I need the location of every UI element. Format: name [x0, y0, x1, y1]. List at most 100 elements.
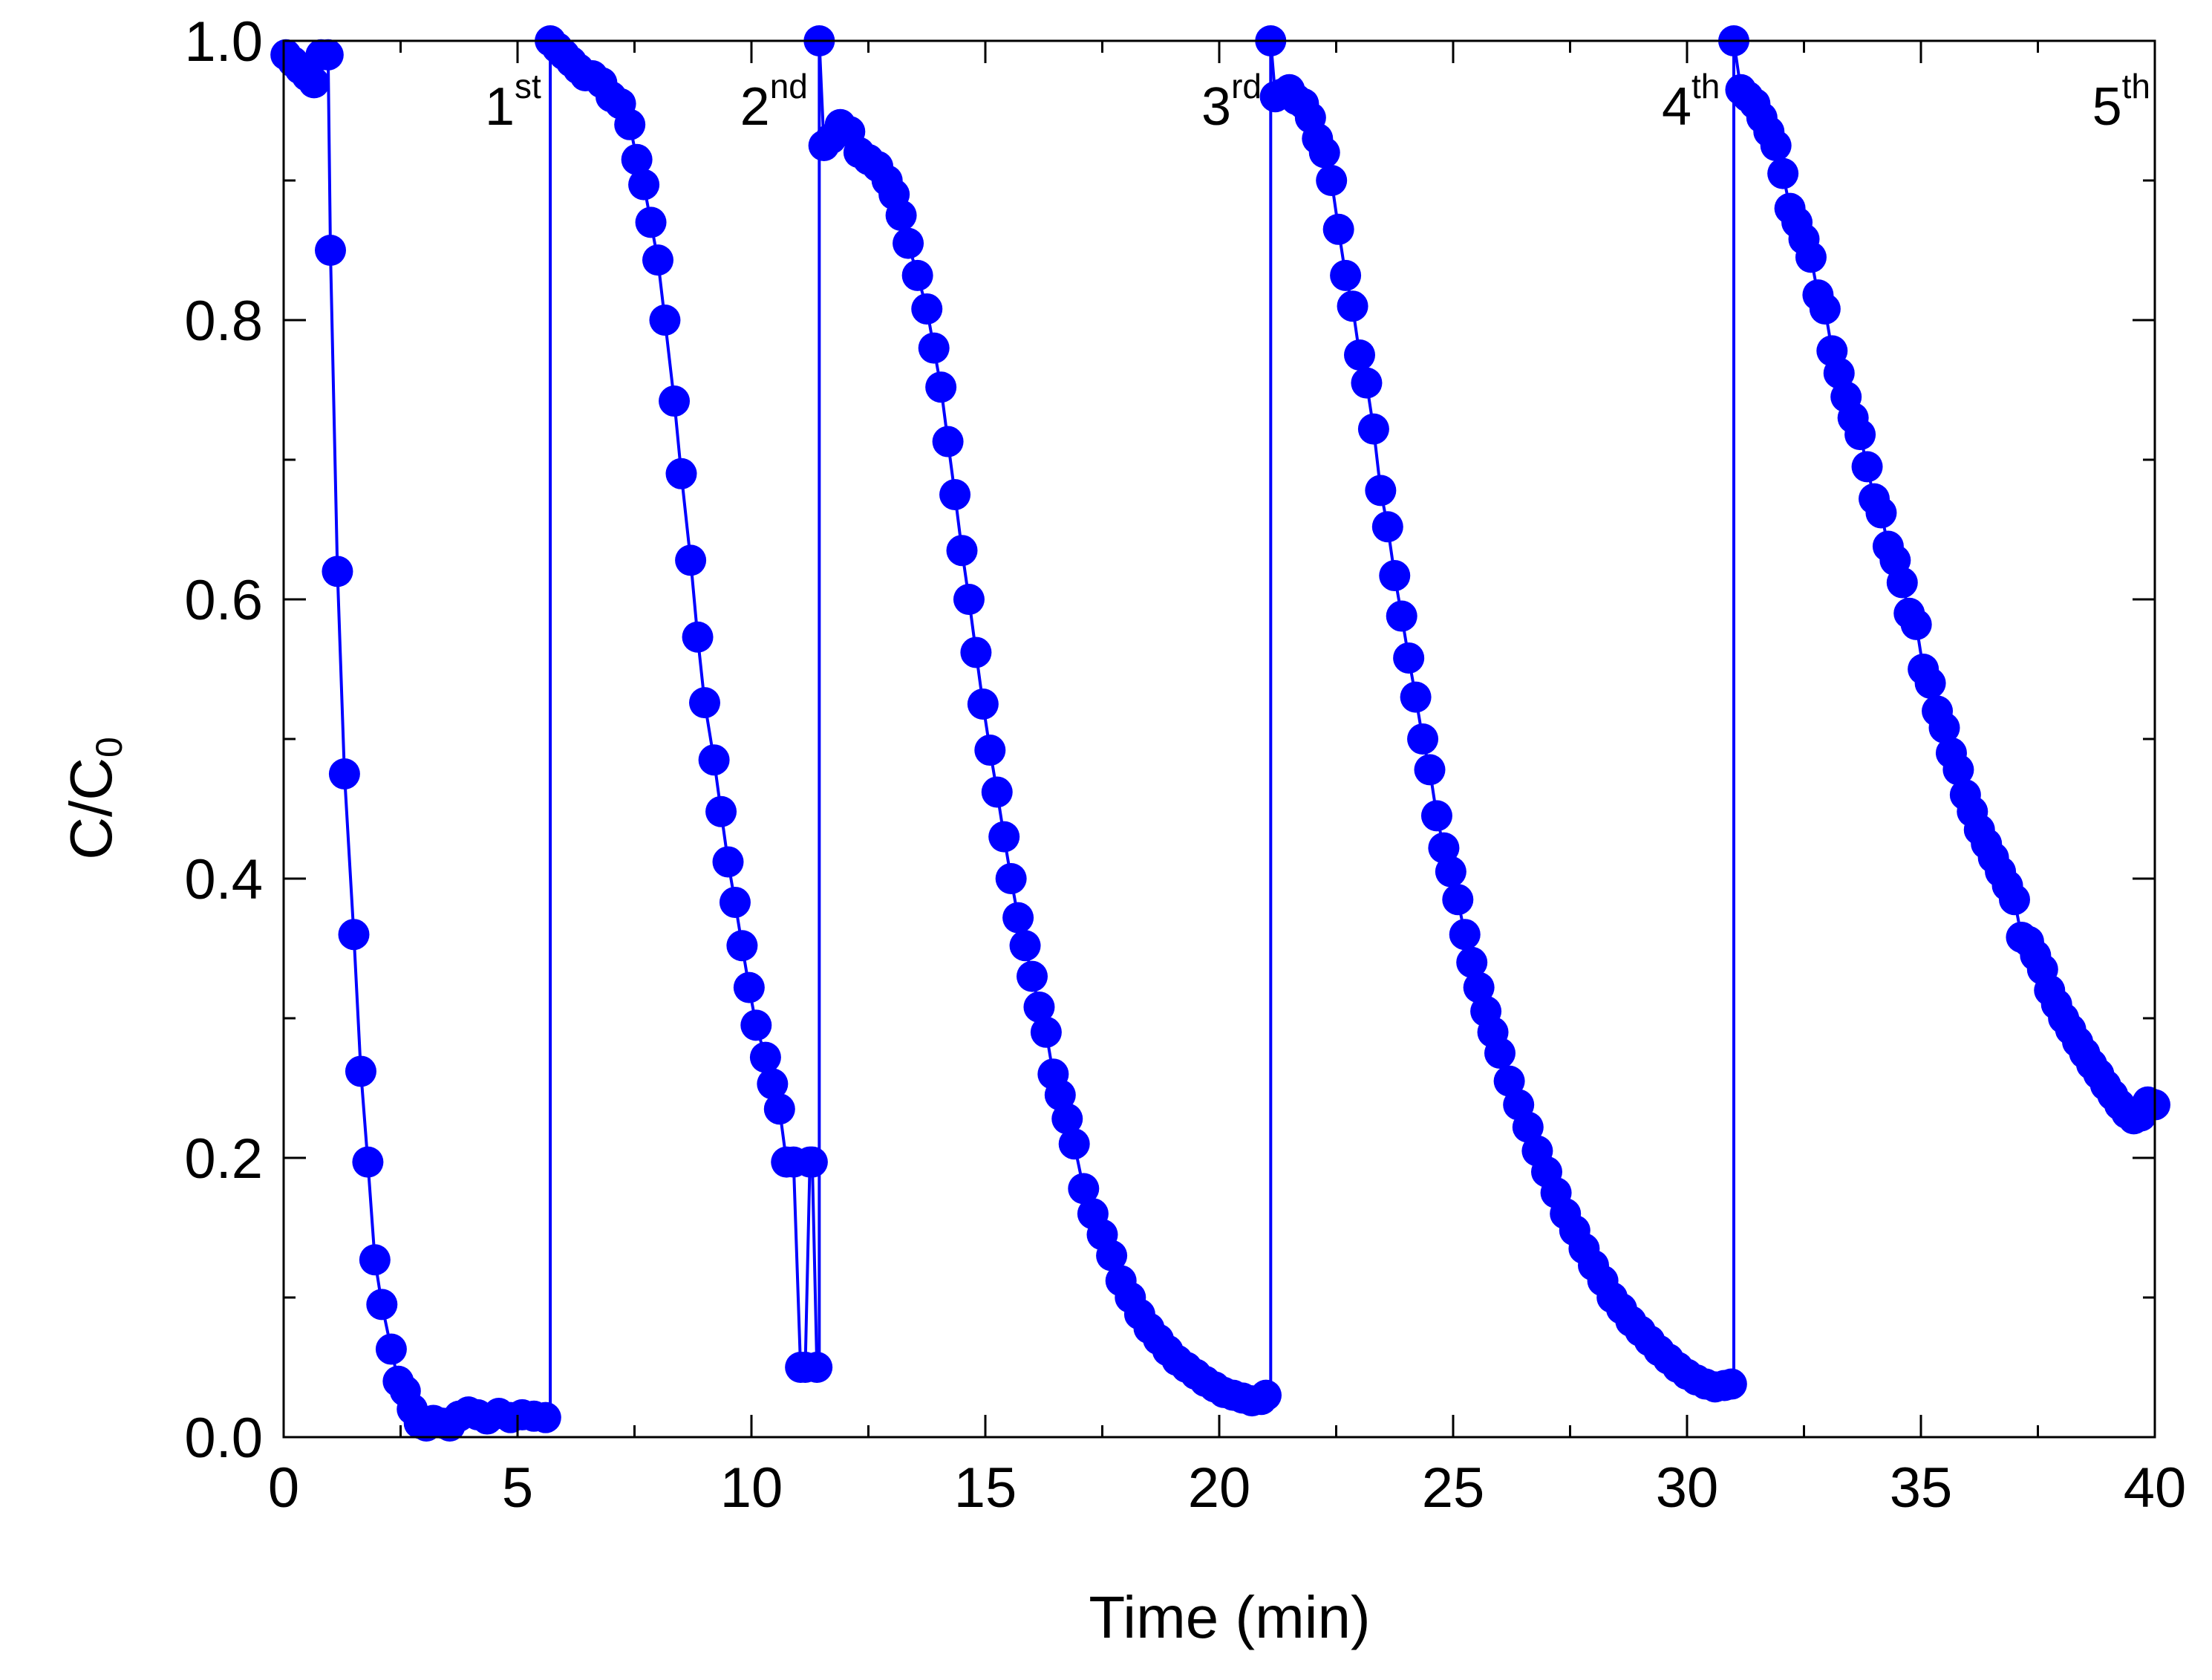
data-point-series-3	[1068, 1173, 1100, 1205]
cycle-label-number: 2	[740, 77, 770, 137]
y-tick-label: 0.8	[184, 290, 263, 353]
data-point-series-3	[1017, 960, 1048, 992]
data-point-series-1	[359, 1244, 391, 1276]
y-tick-label: 0.2	[184, 1127, 263, 1191]
data-point-series-5	[1809, 293, 1841, 325]
data-point-series-2	[712, 846, 744, 878]
data-point-series-3	[1250, 1379, 1282, 1411]
data-point-series-5	[1844, 419, 1876, 451]
cycle-label-5: 5th	[2092, 67, 2150, 137]
data-point-series-5	[1767, 157, 1799, 189]
data-point-series-3	[960, 636, 992, 668]
data-point-series-2	[642, 244, 673, 276]
x-tick-label: 35	[1890, 1456, 1953, 1520]
data-point-series-4	[1456, 946, 1488, 978]
data-point-series-3	[932, 426, 964, 458]
data-point-series-3	[981, 776, 1013, 808]
data-point-series-3	[967, 688, 999, 720]
data-point-series-2	[719, 886, 751, 918]
data-point-series-4	[1449, 919, 1481, 951]
data-point-series-1	[375, 1333, 407, 1365]
data-point-series-4	[1428, 832, 1460, 864]
data-point-series-4	[1351, 367, 1383, 399]
data-point-series-1	[298, 67, 330, 99]
y-tick-label: 0.0	[184, 1407, 263, 1470]
x-tick-label: 15	[954, 1456, 1017, 1520]
x-axis-title: Time (min)	[1089, 1584, 1370, 1650]
data-point-series-2	[628, 169, 660, 201]
data-point-series-2	[682, 621, 714, 653]
data-point-series-3	[1023, 991, 1055, 1023]
data-point-series-5	[1795, 241, 1827, 273]
data-point-series-2	[763, 1093, 795, 1125]
cycle-label-number: 1	[485, 77, 515, 137]
x-tick-label: 20	[1188, 1456, 1251, 1520]
data-point-series-2	[665, 458, 697, 489]
cycle-label-number: 4	[1662, 77, 1691, 137]
data-point-series-3	[918, 332, 950, 364]
x-tick-label: 0	[268, 1456, 299, 1520]
data-point-series-4	[1414, 754, 1446, 786]
data-point-series-4	[1365, 475, 1397, 507]
data-point-series-5	[1900, 608, 1932, 640]
data-point-series-4	[1493, 1065, 1525, 1097]
cycle-label-suffix: nd	[770, 67, 808, 105]
data-point-series-5	[1823, 357, 1855, 389]
data-point-series-5	[1928, 712, 1960, 743]
data-point-series-4	[1330, 259, 1362, 291]
x-tick-label: 25	[1422, 1456, 1485, 1520]
data-point-series-5	[1999, 884, 2030, 916]
y-axis-title-subscript: 0	[88, 737, 130, 758]
data-point-series-3	[953, 584, 985, 615]
data-point-series-4	[1512, 1111, 1544, 1143]
data-point-series-4	[1435, 856, 1466, 888]
data-point-series-2	[635, 206, 667, 238]
data-point-series-1	[312, 39, 344, 71]
data-point-series-4	[1484, 1038, 1516, 1069]
data-point-series-2	[801, 1352, 833, 1383]
axis-ticks: 0 5 10 15 20 25 30 35 400.00.20.40.60.81.0	[184, 10, 2186, 1520]
data-point-series-3	[1030, 1016, 1062, 1048]
data-point-series-3	[974, 735, 1006, 766]
data-point-series-5	[1760, 130, 1792, 161]
cycle-connector-line	[1266, 41, 1273, 1397]
data-point-series-5	[1851, 451, 1883, 483]
data-point-series-3	[1009, 930, 1041, 962]
y-tick-label: 1.0	[184, 10, 263, 74]
data-point-series-3	[1058, 1128, 1090, 1160]
data-point-series-2	[649, 305, 681, 336]
x-tick-label: 5	[502, 1456, 533, 1520]
data-point-series-4	[1393, 642, 1425, 674]
data-point-series-2	[659, 385, 691, 417]
data-point-series-2	[614, 108, 646, 140]
data-point-series-1	[338, 919, 370, 951]
y-axis-title-main: C/C	[58, 758, 124, 860]
data-point-series-4	[1308, 137, 1340, 169]
cycle-label-2: 2nd	[740, 67, 808, 137]
data-point-series-4	[1337, 290, 1368, 322]
data-point-series-1	[366, 1289, 398, 1321]
cycle-connector-line	[545, 41, 552, 1419]
data-point-series-2	[689, 687, 720, 719]
x-tick-label: 40	[2124, 1456, 2187, 1520]
data-point-series-2	[749, 1041, 781, 1073]
data-point-series-4	[1344, 339, 1375, 371]
data-point-series-3	[885, 200, 917, 231]
data-point-series-3	[995, 863, 1027, 894]
data-point-series-3	[893, 227, 924, 259]
data-point-series-5	[1914, 667, 1946, 699]
data-point-series-2	[757, 1068, 789, 1100]
data-point-series-2	[698, 744, 730, 776]
data-point-series-4	[1400, 681, 1432, 713]
data-point-series-3	[946, 535, 978, 567]
data-point-series-5	[1865, 497, 1897, 529]
data-point-series-4	[1316, 165, 1348, 196]
data-point-series-4	[1357, 413, 1389, 445]
data-point-series-3	[1051, 1103, 1083, 1135]
data-point-series-4	[1407, 723, 1439, 755]
cycle-label-4: 4th	[1662, 67, 1720, 137]
data-point-series-4	[1442, 884, 1474, 916]
data-point-series-4	[1379, 560, 1411, 592]
data-point-series-1	[352, 1146, 384, 1178]
